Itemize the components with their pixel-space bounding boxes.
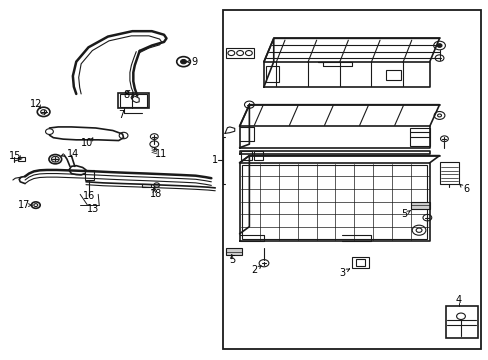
Bar xyxy=(355,259,365,266)
Bar xyxy=(84,170,94,180)
Text: 13: 13 xyxy=(87,204,99,214)
Text: 5: 5 xyxy=(401,209,407,219)
Bar xyxy=(222,10,480,348)
Text: 18: 18 xyxy=(149,189,162,199)
Circle shape xyxy=(436,44,441,47)
Bar xyxy=(254,151,263,160)
Text: 1: 1 xyxy=(212,155,218,165)
Bar xyxy=(142,184,151,187)
Bar xyxy=(242,165,427,239)
Text: 3: 3 xyxy=(338,267,345,278)
Text: 16: 16 xyxy=(83,191,95,201)
Bar xyxy=(439,162,458,184)
Bar xyxy=(18,157,25,161)
Bar xyxy=(385,69,400,80)
Text: 12: 12 xyxy=(30,99,42,109)
Bar xyxy=(120,94,147,107)
Text: 9: 9 xyxy=(191,57,198,67)
Text: 15: 15 xyxy=(9,151,21,161)
Text: 7: 7 xyxy=(118,111,124,121)
Text: 2: 2 xyxy=(251,265,257,275)
Circle shape xyxy=(51,156,59,162)
Text: 11: 11 xyxy=(154,149,166,159)
Bar xyxy=(266,66,278,82)
Text: 5: 5 xyxy=(228,255,234,265)
Bar xyxy=(410,202,429,210)
Bar xyxy=(445,306,477,338)
Text: 14: 14 xyxy=(66,149,79,159)
Bar xyxy=(118,93,149,108)
Bar xyxy=(225,248,241,255)
Text: 6: 6 xyxy=(462,184,468,194)
Text: 8: 8 xyxy=(122,90,129,100)
Text: 17: 17 xyxy=(18,200,30,210)
Text: 10: 10 xyxy=(81,139,93,148)
Bar xyxy=(351,257,368,268)
Bar xyxy=(409,128,429,146)
Bar xyxy=(241,151,251,160)
Bar xyxy=(225,48,254,58)
Circle shape xyxy=(180,59,186,64)
Text: 4: 4 xyxy=(455,295,461,305)
